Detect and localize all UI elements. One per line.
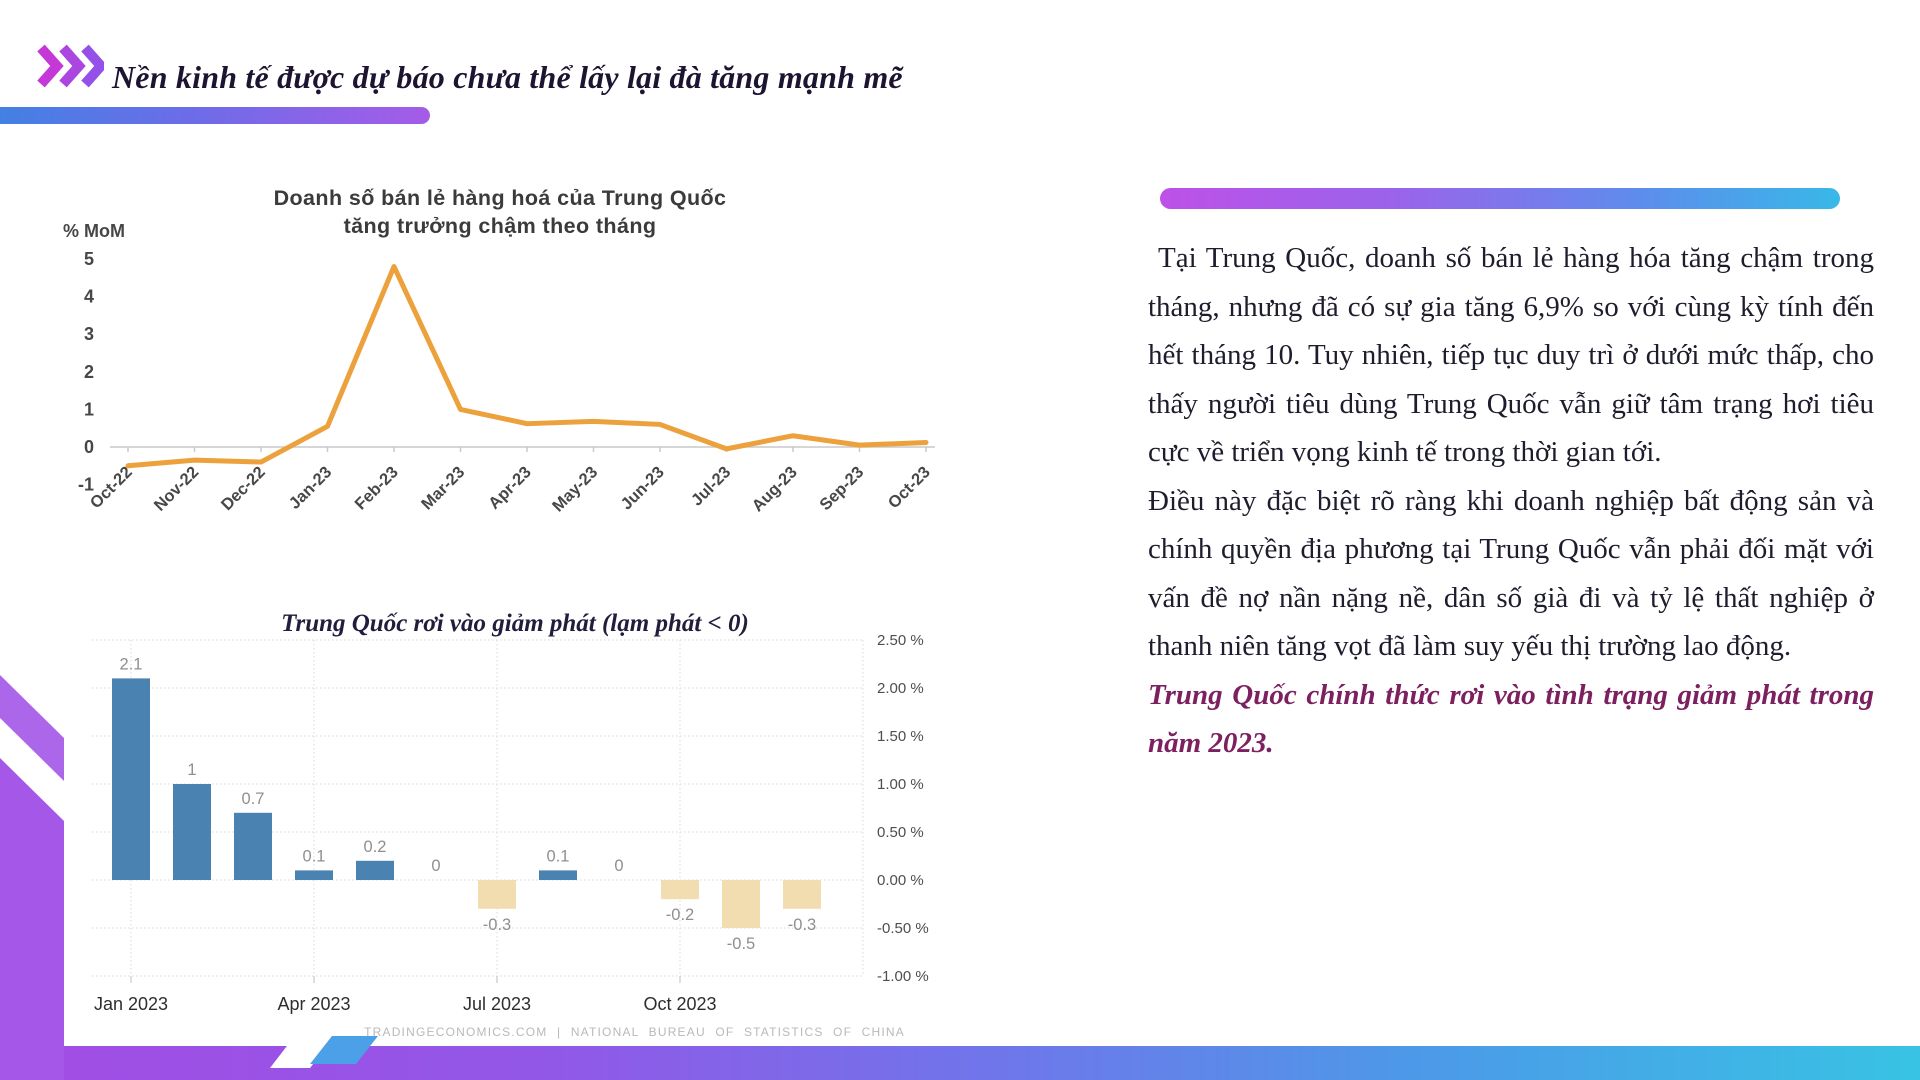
line-chart-title-line1: Doanh số bán lẻ hàng hoá của Trung Quốc: [273, 186, 727, 210]
svg-text:1.50 %: 1.50 %: [877, 728, 924, 745]
paragraph-debt-issues: Điều này đặc biệt rõ ràng khi doanh nghi…: [1148, 484, 1874, 663]
svg-text:-1.00 %: -1.00 %: [877, 968, 929, 985]
svg-text:3: 3: [84, 324, 94, 344]
svg-text:5: 5: [84, 249, 94, 269]
svg-text:Dec-22: Dec-22: [218, 463, 269, 514]
svg-text:2.00 %: 2.00 %: [877, 680, 924, 697]
svg-text:% MoM: % MoM: [63, 221, 125, 241]
svg-text:2.50 %: 2.50 %: [877, 632, 924, 649]
svg-text:-1: -1: [78, 475, 94, 495]
svg-text:0: 0: [431, 857, 440, 875]
accent-capsule-bar: [1160, 188, 1840, 209]
svg-text:Aug-23: Aug-23: [749, 463, 801, 515]
svg-text:0.00 %: 0.00 %: [877, 872, 924, 889]
bar-chart-title: Trung Quốc rơi vào giảm phát (lạm phát <…: [281, 610, 749, 637]
bar-chart: 2.50 % 2.00 % 1.50 % 1.00 % 0.50 % 0.00 % -0.5…: [92, 632, 929, 1039]
svg-text:0.1: 0.1: [303, 847, 326, 865]
title-underline-bar: [0, 107, 430, 124]
slide-title: Nền kinh tế được dự báo chưa thể lấy lại…: [112, 59, 903, 96]
svg-text:Nov-22: Nov-22: [151, 463, 203, 515]
svg-text:Jul 2023: Jul 2023: [463, 994, 531, 1014]
svg-text:Jan-23: Jan-23: [286, 463, 336, 513]
paragraph-retail-sales: Tại Trung Quốc, doanh số bán lẻ hàng hóa…: [1148, 242, 1874, 468]
svg-text:-0.3: -0.3: [483, 916, 511, 934]
svg-text:0.1: 0.1: [547, 847, 570, 865]
svg-text:-0.50 %: -0.50 %: [877, 920, 929, 937]
svg-text:1: 1: [84, 399, 94, 419]
svg-text:0.50 %: 0.50 %: [877, 824, 924, 841]
svg-text:1: 1: [187, 761, 196, 779]
svg-text:0: 0: [614, 857, 623, 875]
line-chart-title-line2: tăng trưởng chậm theo tháng: [343, 214, 657, 238]
blue-slash: [310, 1036, 378, 1064]
svg-text:2: 2: [84, 362, 94, 382]
triple-chevron-right-icon: [37, 44, 104, 88]
svg-text:4: 4: [84, 287, 94, 307]
svg-text:Apr-23: Apr-23: [485, 463, 535, 513]
svg-text:May-23: May-23: [549, 463, 601, 515]
svg-text:0.2: 0.2: [364, 838, 387, 856]
line-chart-title: Doanh số bán lẻ hàng hoá của Trung Quốc …: [120, 184, 880, 240]
slash-decoration: [270, 1036, 378, 1068]
svg-text:TRADINGECONOMICS.COM | NATIONA: TRADINGECONOMICS.COM | NATIONAL BUREAU O…: [364, 1025, 905, 1039]
svg-text:Mar-23: Mar-23: [418, 463, 468, 513]
svg-text:Jul-23: Jul-23: [688, 463, 734, 509]
left-ribbon-decoration: [0, 675, 64, 1080]
svg-text:0: 0: [84, 437, 94, 457]
svg-text:Sep-23: Sep-23: [816, 463, 867, 514]
svg-text:Jan 2023: Jan 2023: [94, 994, 168, 1014]
svg-text:2.1: 2.1: [120, 655, 143, 673]
paragraph-deflation-highlight: Trung Quốc chính thức rơi vào tình trạng…: [1148, 678, 1874, 760]
svg-text:Feb-23: Feb-23: [351, 463, 401, 513]
svg-text:Oct-22: Oct-22: [87, 463, 136, 512]
svg-text:0.7: 0.7: [242, 790, 265, 808]
body-text-block: Tại Trung Quốc, doanh số bán lẻ hàng hóa…: [1148, 234, 1874, 768]
svg-text:-0.3: -0.3: [788, 916, 816, 934]
svg-text:Jun-23: Jun-23: [617, 463, 667, 513]
svg-text:-0.2: -0.2: [666, 906, 694, 924]
svg-text:Oct 2023: Oct 2023: [643, 994, 716, 1014]
svg-text:Apr 2023: Apr 2023: [277, 994, 350, 1014]
svg-text:-0.5: -0.5: [727, 935, 755, 953]
svg-text:1.00 %: 1.00 %: [877, 776, 924, 793]
svg-text:Oct-23: Oct-23: [885, 463, 934, 512]
